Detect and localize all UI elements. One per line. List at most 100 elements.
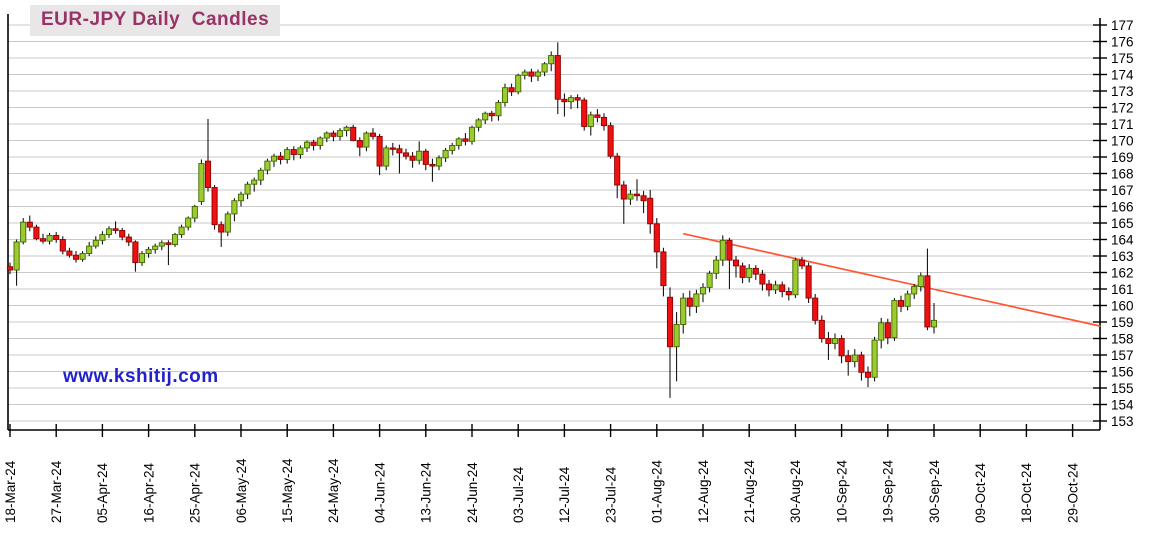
y-tick-label: 160	[1111, 298, 1134, 313]
candle-body	[198, 163, 205, 203]
x-tick-label: 04-Jun-24	[372, 462, 387, 523]
candle-body	[607, 125, 614, 157]
candle-body	[422, 150, 429, 165]
candle-body	[53, 234, 60, 240]
candle-body	[284, 149, 291, 160]
candle-body	[145, 248, 152, 254]
candle-body	[930, 319, 938, 328]
x-tick-label: 25-Apr-24	[188, 462, 203, 523]
candle-body	[726, 239, 733, 261]
candle-body	[39, 238, 47, 242]
y-tick-label: 153	[1111, 414, 1134, 429]
x-tick-label: 18-Oct-24	[1019, 462, 1034, 523]
candle-body	[515, 74, 522, 93]
watermark-link[interactable]: www.kshitij.com	[63, 366, 219, 387]
y-tick-label: 176	[1111, 34, 1134, 49]
y-tick-label: 156	[1111, 364, 1134, 379]
candle-body	[600, 116, 608, 127]
candle-body	[20, 221, 27, 243]
candle-body	[132, 241, 139, 264]
candle-body	[521, 71, 528, 76]
candle-body	[825, 338, 832, 344]
x-tick-label: 30-Aug-24	[788, 459, 803, 523]
x-tick-label: 05-Apr-24	[95, 462, 110, 523]
candle-body	[633, 193, 641, 197]
candle-body	[303, 141, 311, 149]
candle-body	[647, 197, 654, 225]
candle-body	[356, 140, 363, 148]
candle-body	[429, 163, 436, 167]
candle-body	[838, 338, 845, 357]
candle-body	[614, 155, 621, 186]
y-tick-label: 157	[1111, 348, 1134, 363]
x-tick-label: 21-Aug-24	[742, 459, 757, 523]
candle-body	[878, 322, 885, 341]
y-tick-label: 172	[1111, 100, 1134, 115]
candle-body	[561, 98, 568, 103]
y-tick-label: 170	[1111, 133, 1134, 148]
candle-body	[297, 147, 304, 155]
candle-body	[660, 251, 667, 287]
candle-body	[818, 319, 825, 339]
candle-body	[594, 114, 601, 118]
candle-body	[891, 300, 898, 339]
candle-body	[218, 224, 225, 233]
candle-body	[409, 155, 416, 161]
candle-body	[66, 250, 73, 256]
x-tick-label: 01-Aug-24	[650, 459, 665, 523]
candle-body	[59, 239, 66, 252]
candle-body	[231, 200, 238, 215]
candle-body	[917, 275, 924, 287]
candle-body	[92, 239, 99, 247]
x-tick-label: 12-Aug-24	[696, 459, 711, 523]
candle-body	[673, 324, 680, 348]
candle-body	[581, 99, 588, 127]
y-tick-label: 167	[1111, 183, 1134, 198]
candle-body	[105, 228, 113, 235]
x-tick-label: 19-Sep-24	[881, 459, 896, 523]
candle-body	[765, 283, 773, 291]
candle-body	[884, 322, 891, 339]
candle-body	[548, 55, 555, 65]
candle-body	[541, 63, 548, 73]
x-tick-label: 06-May-24	[234, 458, 249, 523]
x-tick-label: 23-Jul-24	[603, 466, 618, 523]
y-tick-label: 158	[1111, 331, 1134, 346]
candle-body	[290, 149, 297, 155]
candle-body	[706, 272, 713, 288]
candle-body	[495, 102, 502, 117]
candle-body	[13, 241, 20, 271]
candle-body	[185, 217, 192, 228]
candle-body	[851, 354, 858, 363]
candle-body	[653, 223, 660, 253]
candle-body	[640, 195, 647, 202]
candle-body	[257, 169, 264, 181]
candle-body	[449, 144, 456, 151]
y-tick-label: 175	[1111, 51, 1134, 66]
candle-body	[680, 297, 687, 325]
candle-body	[152, 245, 159, 250]
candle-body	[6, 266, 14, 271]
x-tick-label: 30-Sep-24	[927, 459, 942, 523]
y-tick-label: 171	[1111, 117, 1134, 132]
y-tick-label: 162	[1111, 265, 1134, 280]
x-tick-label: 18-Mar-24	[3, 460, 18, 523]
candle-body	[336, 130, 344, 137]
candle-body	[845, 355, 852, 363]
candle-body	[363, 132, 370, 148]
candle-body	[416, 150, 423, 161]
candle-body	[369, 132, 377, 137]
candle-body	[805, 265, 812, 299]
candle-body	[627, 193, 634, 200]
candle-body	[528, 71, 535, 77]
candle-body	[924, 275, 931, 328]
x-tick-label: 12-Jul-24	[557, 466, 572, 523]
candle-body	[402, 152, 410, 157]
candle-body	[376, 135, 383, 167]
candle-body	[567, 97, 575, 103]
x-tick-label: 10-Sep-24	[834, 459, 849, 523]
candle-body	[785, 291, 792, 296]
x-tick-label: 16-Apr-24	[141, 462, 156, 523]
candle-body	[732, 259, 740, 267]
